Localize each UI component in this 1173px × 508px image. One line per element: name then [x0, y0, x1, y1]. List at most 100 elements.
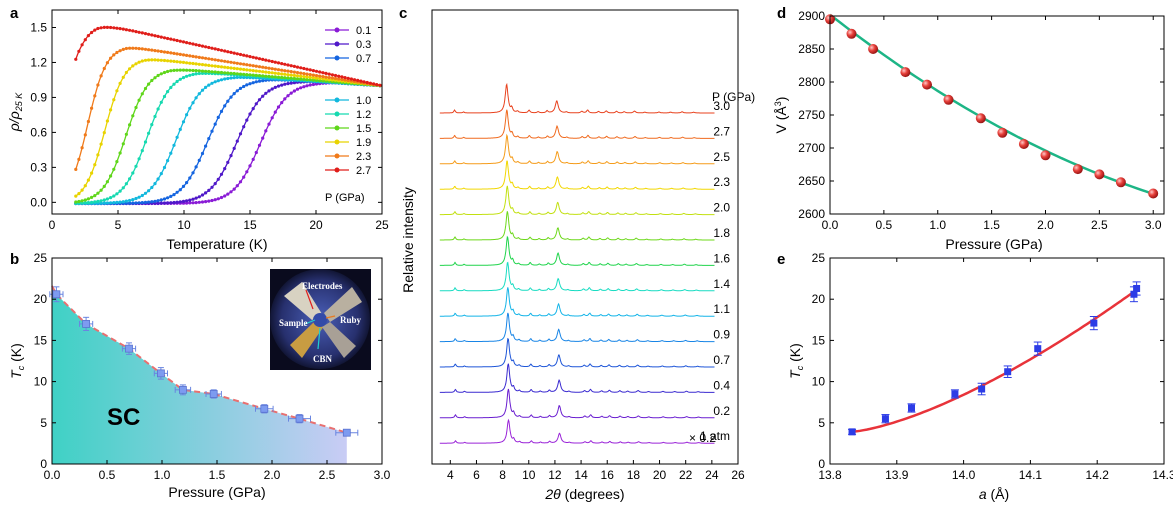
panel-d-point [1148, 188, 1159, 199]
panel-a-point [362, 80, 366, 84]
panel-a-point [232, 187, 236, 191]
panel-a-point [191, 61, 195, 66]
panel-a-point [175, 52, 179, 56]
panel-d-y-tick-label: 2700 [798, 141, 825, 155]
panel-a-point [150, 185, 154, 190]
panel-d-x-axis-label: Pressure (GPa) [945, 236, 1042, 252]
panel-a-point [143, 58, 148, 62]
panel-a-point [235, 184, 239, 188]
panel-a-point [299, 71, 303, 75]
panel-a-point [131, 29, 135, 33]
panel-a-point [178, 127, 182, 131]
panel-a-point [276, 105, 281, 109]
panel-a-point [248, 164, 252, 168]
panel-a-point [204, 85, 208, 89]
panel-a-point [185, 113, 189, 117]
panel-a-point [166, 59, 170, 63]
panel-e-fit-line [849, 288, 1139, 434]
panel-a-point [270, 59, 274, 64]
panel-b-inset-photo: Electrodes Sample Ruby CBN [270, 269, 371, 370]
panel-a-point [242, 84, 246, 89]
panel-e-x-tick-label: 14.0 [952, 468, 976, 482]
panel-a-point [337, 77, 341, 81]
panel-a-point [311, 78, 315, 82]
panel-a-point [162, 197, 167, 201]
panel-a-point [204, 63, 208, 67]
panel-d-frame [829, 15, 1165, 215]
panel-a-point [245, 63, 249, 67]
panel-a-point [90, 200, 94, 204]
panel-c-patterns [439, 82, 715, 444]
panel-a-point [280, 83, 284, 87]
panel-a-point [172, 68, 176, 72]
panel-b-point [79, 316, 94, 332]
panel-a-point [321, 77, 325, 81]
panel-a-point [162, 201, 167, 205]
panel-a-point [185, 41, 189, 45]
panel-a-point [128, 201, 132, 205]
panel-a-point [314, 78, 319, 82]
panel-a-point [235, 139, 239, 143]
panel-a-point [140, 92, 144, 96]
panel-c-frame [431, 9, 739, 465]
panel-a-point [140, 59, 144, 63]
panel-a-point [207, 83, 211, 87]
legend-marker-1.2 [334, 111, 340, 117]
panel-b-point [121, 342, 137, 355]
panel-a-point [226, 66, 230, 70]
panel-a-point [121, 200, 125, 204]
panel-a-point [128, 198, 132, 203]
panel-a-point [105, 25, 109, 29]
panel-a-point [207, 45, 211, 50]
panel-a-point [295, 71, 300, 75]
panel-a-point [147, 58, 151, 62]
panel-a-point [333, 76, 338, 81]
panel-d-point [943, 94, 954, 105]
panel-c-pressure-label: 0.9 [713, 328, 730, 342]
panel-a-point [242, 62, 246, 66]
panel-a-point [159, 72, 163, 76]
legend-marker-1.9 [334, 139, 340, 145]
panel-a-point [99, 199, 103, 203]
panel-a-point [219, 172, 224, 176]
panel-a-point [197, 92, 201, 96]
panel-d-point [868, 44, 879, 54]
panel-a-point [131, 46, 135, 50]
panel-a-point [299, 66, 303, 70]
panel-a-point [166, 90, 170, 94]
panel-a-point [264, 66, 268, 70]
panel-a-point [210, 198, 214, 203]
panel-b-point [174, 384, 192, 396]
panel-a-point [235, 52, 239, 56]
panel-a-point [264, 74, 268, 78]
panel-d-y-tick-label: 2750 [798, 108, 825, 122]
panel-c-x-tick-label: 12 [548, 468, 562, 482]
panel-a-legend-title: P (GPa) [325, 192, 365, 204]
panel-a-point [153, 199, 157, 203]
panel-a-point [185, 201, 189, 205]
panel-a-x-axis-label: Temperature (K) [166, 236, 267, 252]
panel-a-point [194, 69, 198, 73]
panel-a-point [286, 76, 290, 80]
panel-a-x-tick-label: 15 [243, 218, 257, 232]
panel-a-point [188, 106, 192, 110]
panel-a-point [343, 76, 347, 80]
panel-a-point [86, 119, 90, 124]
panel-a-point [207, 199, 211, 203]
panel-a-point [99, 26, 103, 30]
panel-d-point [1072, 164, 1083, 175]
panel-a-point [181, 199, 186, 203]
panel-c-pattern-3.0 [439, 82, 715, 114]
panel-a-point [311, 76, 315, 80]
panel-a-point [248, 73, 252, 77]
panel-a-point [213, 70, 217, 74]
panel-a-point [200, 88, 205, 92]
legend-label-0.1: 0.1 [356, 25, 371, 37]
panel-a-point [257, 65, 262, 69]
panel-a-point [213, 47, 217, 51]
panel-a-point [365, 80, 369, 85]
panel-a-point [112, 194, 116, 198]
inset-label-ruby: Ruby [340, 315, 362, 325]
panel-a-series-2.3 [74, 46, 382, 171]
panel-b-x-tick-label: 1.5 [209, 468, 226, 482]
